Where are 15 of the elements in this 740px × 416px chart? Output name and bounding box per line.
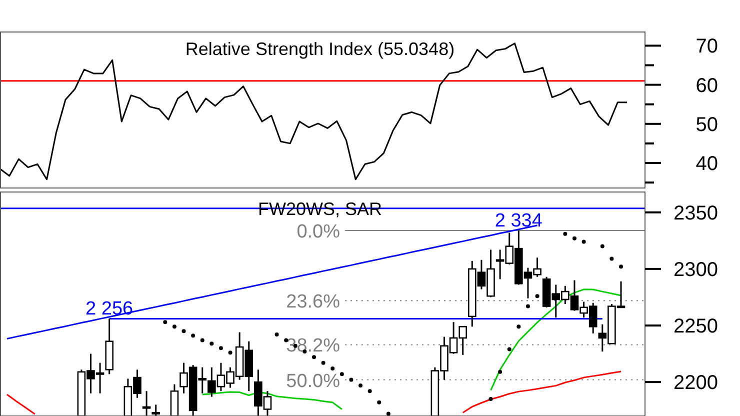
chart-title: Relative Strength Index (55.0348) [185, 39, 455, 59]
y-tick-label: 2200 [674, 372, 718, 394]
y-tick-label: 50 [696, 114, 718, 136]
y-tick-label: 2300 [674, 258, 718, 281]
y-tick-label: 60 [696, 74, 718, 97]
y-tick-label: 2250 [674, 315, 718, 338]
y-tick-label: 40 [696, 152, 718, 175]
y-tick-label: 70 [696, 36, 718, 58]
annotation: 23.6% [286, 292, 340, 313]
annotation: 0.0% [296, 221, 340, 242]
annotation: 50.0% [286, 370, 340, 392]
annotation: 2 334 [494, 210, 543, 232]
annotation: 2 256 [86, 298, 134, 320]
annotation: 38.2% [286, 336, 340, 357]
y-tick-label: 2350 [674, 202, 718, 224]
